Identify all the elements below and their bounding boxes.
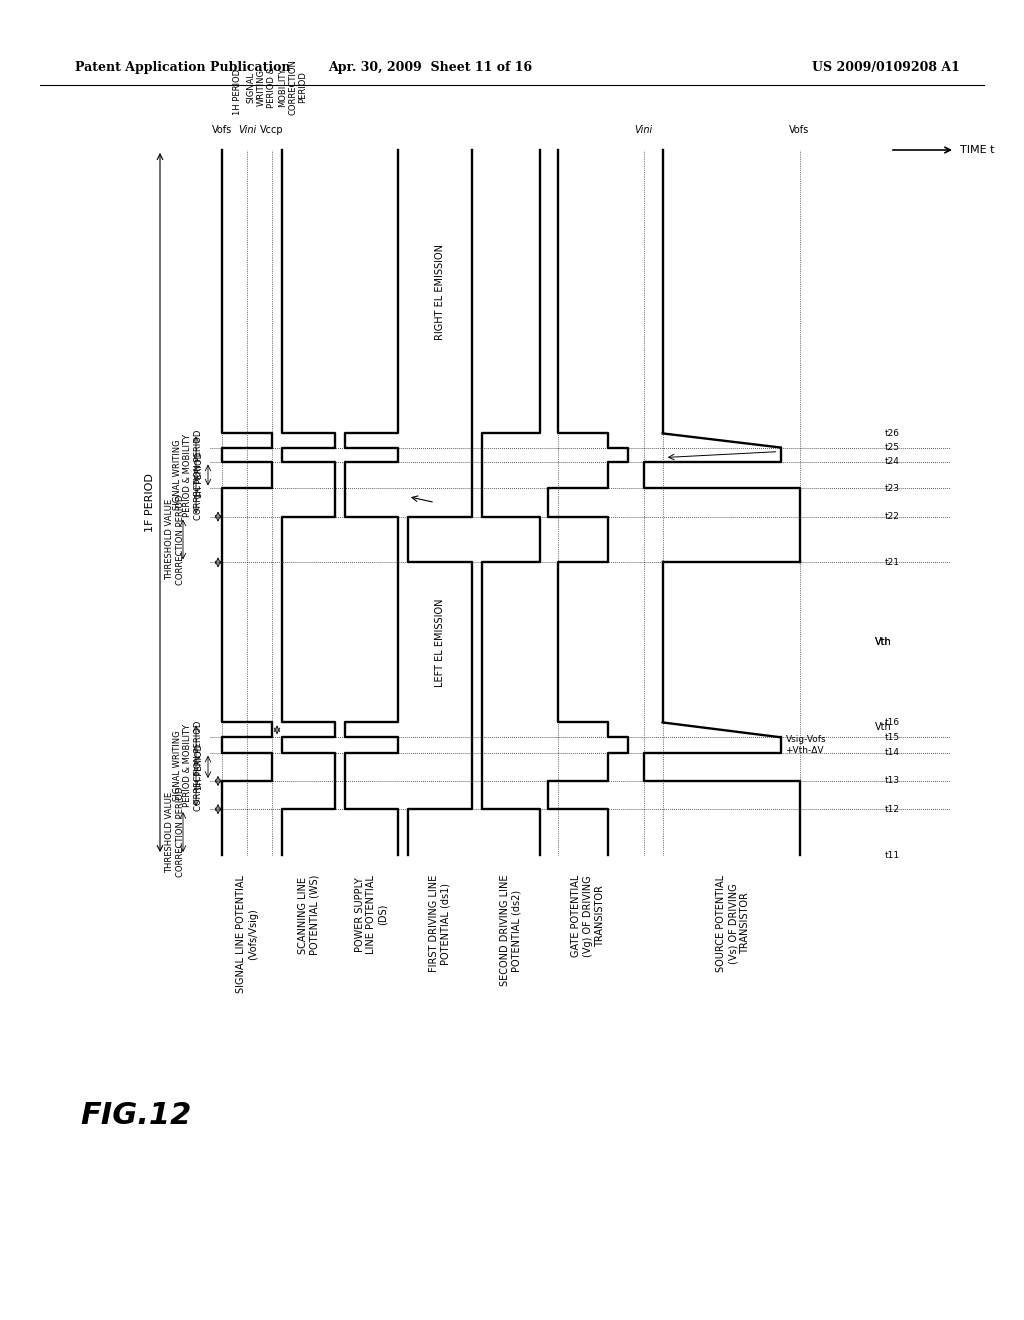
Text: Vth: Vth — [874, 722, 892, 733]
Text: Vofs: Vofs — [212, 125, 232, 135]
Text: SIGNAL WRITING
PERIOD & MOBILITY
CORRECTION PERIOD: SIGNAL WRITING PERIOD & MOBILITY CORRECT… — [173, 721, 203, 810]
Text: SIGNAL
WRITING
PERIOD &
MOBILITY
CORRECTION
PERIOD: SIGNAL WRITING PERIOD & MOBILITY CORRECT… — [247, 59, 307, 115]
Text: t23: t23 — [885, 484, 900, 492]
Text: RIGHT EL EMISSION: RIGHT EL EMISSION — [435, 244, 445, 339]
Text: t25: t25 — [885, 444, 900, 451]
Text: Vsig-Vofs
+Vth-ΔV: Vsig-Vofs +Vth-ΔV — [785, 735, 826, 755]
Text: SCANNING LINE
POTENTIAL (WS): SCANNING LINE POTENTIAL (WS) — [298, 875, 319, 956]
Text: TIME t: TIME t — [961, 145, 994, 154]
Text: Vth: Vth — [874, 638, 892, 647]
Text: SIGNAL LINE POTENTIAL
(Vofs/Vsig): SIGNAL LINE POTENTIAL (Vofs/Vsig) — [237, 875, 258, 993]
Text: t12: t12 — [885, 805, 900, 813]
Text: THRESHOLD VALUE
CORRECTION PERIOD: THRESHOLD VALUE CORRECTION PERIOD — [165, 787, 184, 878]
Text: SIGNAL WRITING
PERIOD & MOBILITY
CORRECTION PERIOD: SIGNAL WRITING PERIOD & MOBILITY CORRECT… — [173, 430, 203, 520]
Text: t21: t21 — [885, 558, 900, 566]
Text: POWER SUPPLY
LINE POTENTIAL
(DS): POWER SUPPLY LINE POTENTIAL (DS) — [355, 875, 388, 954]
Text: Patent Application Publication: Patent Application Publication — [75, 61, 291, 74]
Text: t16: t16 — [885, 718, 900, 727]
Text: GATE POTENTIAL
(Vg) OF DRIVING
TRANSISTOR: GATE POTENTIAL (Vg) OF DRIVING TRANSISTO… — [571, 875, 604, 957]
Text: Vth: Vth — [874, 638, 892, 647]
Text: Apr. 30, 2009  Sheet 11 of 16: Apr. 30, 2009 Sheet 11 of 16 — [328, 61, 532, 74]
Text: 1F PERIOD: 1F PERIOD — [145, 473, 155, 532]
Text: 1H PERIOD: 1H PERIOD — [196, 743, 205, 789]
Text: Vccp: Vccp — [260, 125, 284, 135]
Text: THRESHOLD VALUE
CORRECTION PERIOD: THRESHOLD VALUE CORRECTION PERIOD — [165, 494, 184, 585]
Text: t26: t26 — [885, 429, 900, 438]
Text: US 2009/0109208 A1: US 2009/0109208 A1 — [812, 61, 961, 74]
Text: 1H PERIOD: 1H PERIOD — [232, 69, 242, 115]
Text: SECOND DRIVING LINE
POTENTIAL (ds2): SECOND DRIVING LINE POTENTIAL (ds2) — [500, 875, 522, 986]
Text: t24: t24 — [885, 457, 900, 466]
Text: Vofs: Vofs — [790, 125, 810, 135]
Text: t14: t14 — [885, 748, 900, 758]
Text: FIRST DRIVING LINE
POTENTIAL (ds1): FIRST DRIVING LINE POTENTIAL (ds1) — [429, 875, 451, 973]
Text: 1H PERIOD: 1H PERIOD — [196, 451, 205, 498]
Text: t11: t11 — [885, 850, 900, 859]
Text: Vini: Vini — [635, 125, 653, 135]
Text: LEFT EL EMISSION: LEFT EL EMISSION — [435, 598, 445, 686]
Text: SOURCE POTENTIAL
(Vs) OF DRIVING
TRANSISTOR: SOURCE POTENTIAL (Vs) OF DRIVING TRANSIS… — [717, 875, 750, 972]
Text: t22: t22 — [885, 512, 900, 521]
Text: Vini: Vini — [238, 125, 256, 135]
Text: t13: t13 — [885, 776, 900, 785]
Text: t15: t15 — [885, 733, 900, 742]
Text: FIG.12: FIG.12 — [80, 1101, 191, 1130]
